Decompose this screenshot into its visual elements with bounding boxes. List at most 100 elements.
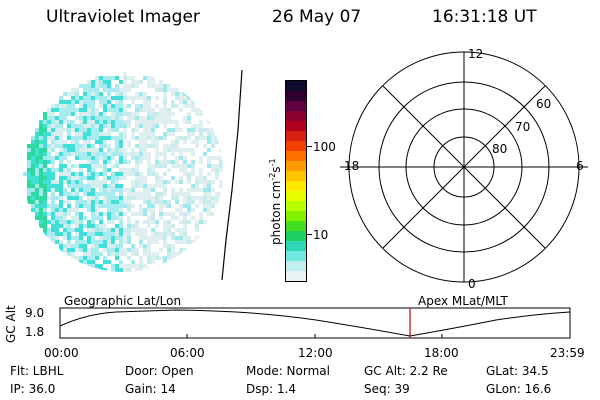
uv-pixel xyxy=(43,208,47,212)
uv-pixel xyxy=(95,152,99,156)
uv-pixel xyxy=(211,188,215,192)
uv-pixel xyxy=(187,220,191,224)
uv-pixel xyxy=(63,216,67,220)
uv-pixel xyxy=(191,140,195,144)
uv-pixel xyxy=(171,100,175,104)
uv-pixel xyxy=(151,116,155,120)
uv-pixel xyxy=(135,112,139,116)
uv-pixel xyxy=(203,188,207,192)
uv-pixel xyxy=(183,228,187,232)
uv-pixel xyxy=(151,204,155,208)
uv-pixel xyxy=(51,196,55,200)
uv-pixel xyxy=(215,176,219,180)
uv-pixel xyxy=(191,128,195,132)
uv-pixel xyxy=(55,204,59,208)
uv-pixel xyxy=(155,124,159,128)
uv-pixel xyxy=(79,136,83,140)
uv-pixel xyxy=(75,212,79,216)
uv-pixel xyxy=(47,168,51,172)
uv-pixel xyxy=(127,88,131,92)
uv-pixel xyxy=(139,236,143,240)
uv-pixel xyxy=(139,240,143,244)
uv-pixel xyxy=(99,116,103,120)
uv-pixel xyxy=(135,160,139,164)
uv-pixel xyxy=(119,232,123,236)
uv-pixel xyxy=(135,92,139,96)
uv-pixel xyxy=(207,128,211,132)
uv-pixel xyxy=(43,184,47,188)
uv-pixel xyxy=(103,144,107,148)
uv-pixel xyxy=(51,236,55,240)
uv-pixel xyxy=(75,220,79,224)
uv-pixel xyxy=(71,216,75,220)
uv-pixel xyxy=(135,232,139,236)
uv-pixel xyxy=(87,144,91,148)
uv-pixel xyxy=(99,204,103,208)
uv-pixel xyxy=(71,88,75,92)
uv-pixel xyxy=(167,144,171,148)
uv-pixel xyxy=(35,180,39,184)
uv-pixel xyxy=(155,240,159,244)
uv-pixel xyxy=(47,156,51,160)
uv-pixel xyxy=(175,192,179,196)
uv-pixel xyxy=(91,128,95,132)
uv-pixel xyxy=(171,120,175,124)
uv-pixel xyxy=(87,152,91,156)
uv-pixel xyxy=(67,248,71,252)
uv-pixel xyxy=(107,104,111,108)
uv-pixel xyxy=(183,216,187,220)
uv-pixel xyxy=(187,212,191,216)
uv-pixel xyxy=(91,188,95,192)
uv-pixel xyxy=(99,180,103,184)
uv-pixel xyxy=(171,88,175,92)
uv-pixel xyxy=(179,164,183,168)
uv-pixel xyxy=(175,96,179,100)
uv-pixel xyxy=(59,116,63,120)
uv-pixel xyxy=(199,112,203,116)
uv-pixel xyxy=(51,212,55,216)
uv-pixel xyxy=(67,128,71,132)
uv-pixel xyxy=(79,112,83,116)
uv-pixel xyxy=(139,192,143,196)
uv-pixel xyxy=(139,196,143,200)
uv-pixel xyxy=(43,212,47,216)
uv-pixel xyxy=(87,80,91,84)
uv-pixel xyxy=(43,152,47,156)
uv-pixel xyxy=(31,156,35,160)
uv-pixel xyxy=(155,180,159,184)
uv-pixel xyxy=(131,196,135,200)
uv-pixel xyxy=(171,112,175,116)
uv-pixel xyxy=(139,160,143,164)
uv-pixel xyxy=(143,104,147,108)
uv-pixel xyxy=(163,184,167,188)
uv-pixel xyxy=(111,228,115,232)
uv-pixel xyxy=(179,228,183,232)
uv-pixel xyxy=(131,248,135,252)
uv-pixel xyxy=(111,128,115,132)
uv-pixel xyxy=(71,248,75,252)
uv-pixel xyxy=(99,220,103,224)
uv-pixel xyxy=(95,244,99,248)
uv-pixel xyxy=(143,124,147,128)
uv-pixel xyxy=(187,172,191,176)
uv-pixel xyxy=(119,96,123,100)
uv-pixel xyxy=(47,212,51,216)
uv-pixel xyxy=(103,248,107,252)
uv-pixel xyxy=(39,124,43,128)
uv-pixel xyxy=(75,256,79,260)
uv-pixel xyxy=(95,240,99,244)
uv-pixel xyxy=(75,124,79,128)
uv-pixel xyxy=(59,204,63,208)
uv-pixel xyxy=(55,144,59,148)
uv-pixel xyxy=(135,128,139,132)
uv-pixel xyxy=(71,152,75,156)
uv-pixel xyxy=(51,224,55,228)
uv-pixel xyxy=(91,220,95,224)
uv-pixel xyxy=(87,168,91,172)
colorbar-tick-10 xyxy=(306,234,312,235)
uv-pixel xyxy=(87,176,91,180)
uv-pixel xyxy=(99,264,103,268)
uv-pixel xyxy=(123,136,127,140)
uv-pixel xyxy=(119,200,123,204)
uv-pixel xyxy=(107,128,111,132)
